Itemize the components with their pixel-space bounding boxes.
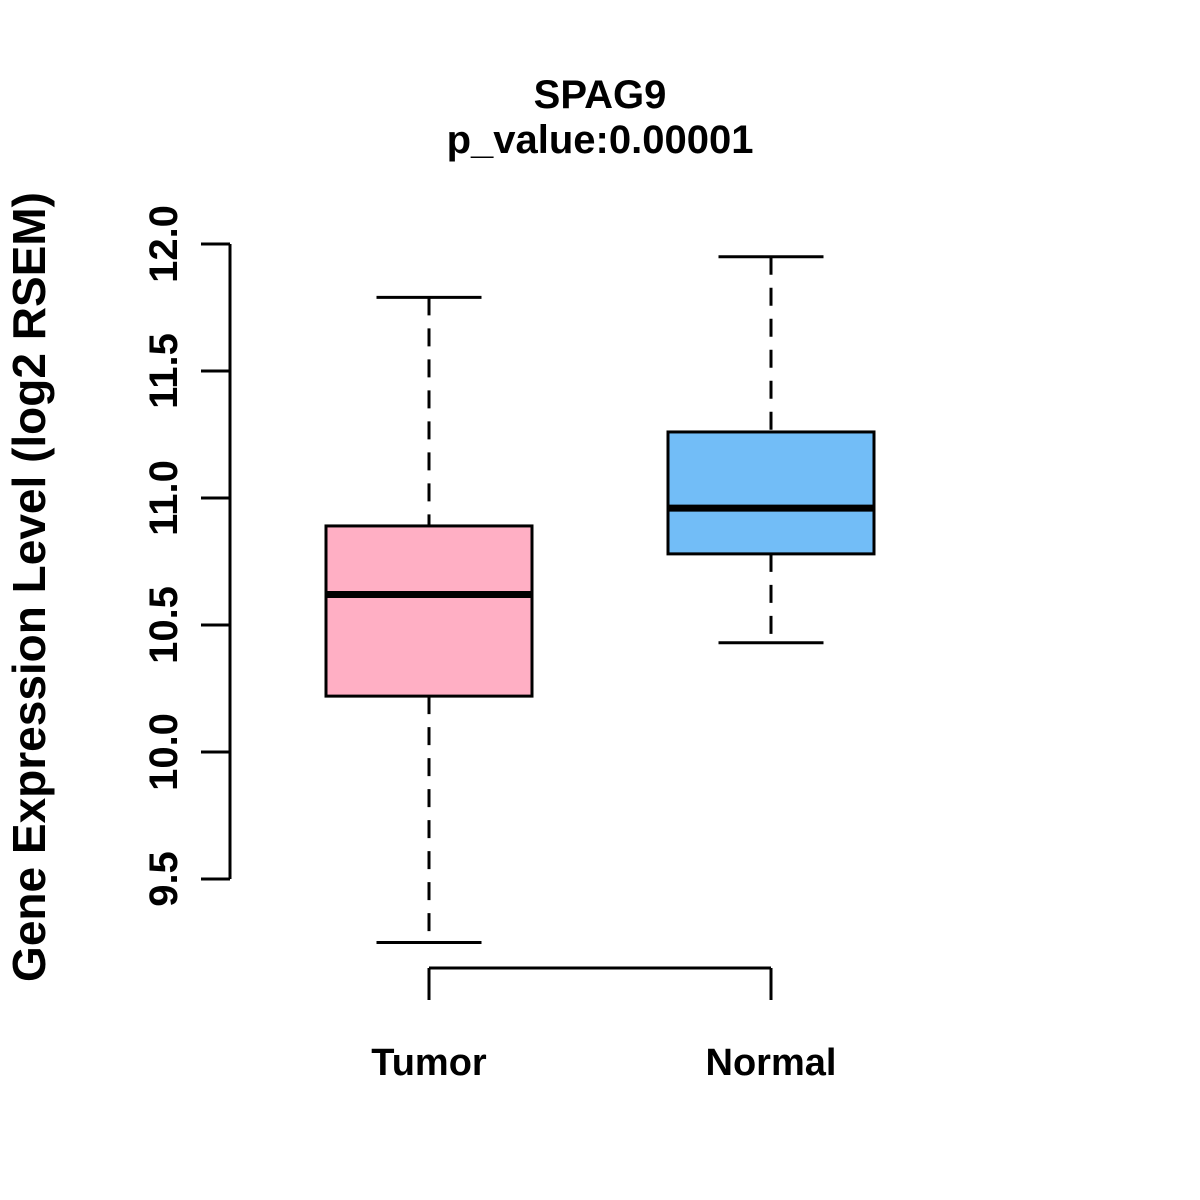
box-normal	[666, 430, 876, 556]
chart-geometry: 9.5 10.0 10.5 11.0 11.5 12.0	[142, 205, 876, 1000]
y-axis-label: Gene Expression Level (log2 RSEM)	[3, 192, 55, 982]
y-tick-label: 11.5	[142, 333, 186, 409]
y-tick-label: 11.0	[142, 460, 186, 536]
y-tick-label: 9.5	[142, 851, 186, 907]
x-label-tumor: Tumor	[371, 1042, 487, 1084]
y-tick-label: 10.0	[142, 713, 186, 791]
x-label-normal: Normal	[706, 1042, 837, 1084]
box-tumor	[324, 524, 534, 698]
y-tick-label: 12.0	[142, 205, 186, 283]
p-value-label: p_value:0.00001	[447, 118, 754, 162]
y-tick-label: 10.5	[142, 586, 186, 664]
plot-title: SPAG9	[534, 73, 667, 117]
